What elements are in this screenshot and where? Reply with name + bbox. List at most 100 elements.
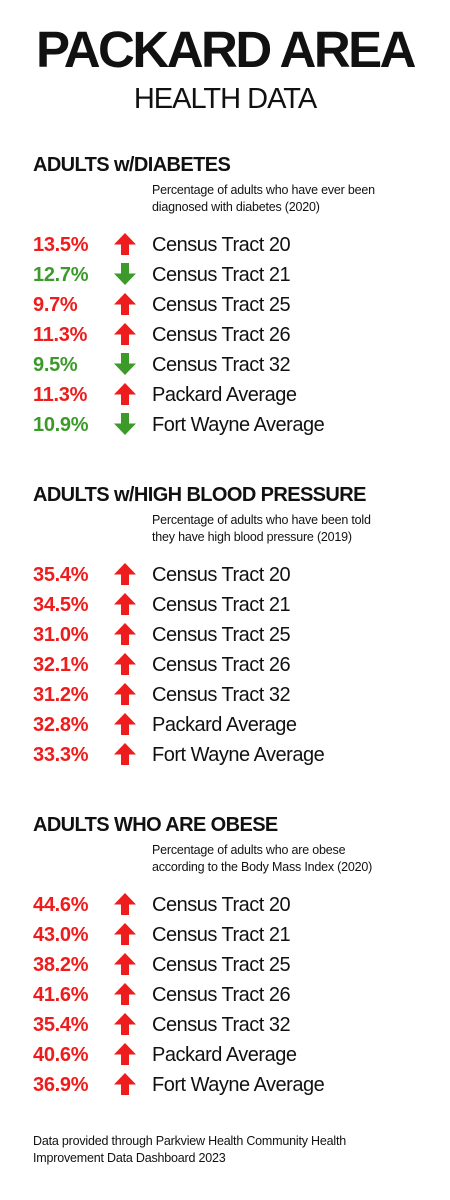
stat-value: 12.7% [33,264,89,286]
up-arrow-icon [113,892,137,916]
up-arrow-icon [113,1012,137,1036]
up-arrow-icon [113,232,137,256]
stat-value: 34.5% [33,594,89,616]
up-arrow-icon [113,1072,137,1096]
stat-value: 44.6% [33,894,89,916]
stat-value: 36.9% [33,1074,89,1096]
up-arrow-icon [113,712,137,736]
stat-label: Census Tract 21 [152,264,291,286]
up-arrow-icon [113,952,137,976]
stat-row: 32.8% Packard Average [0,710,450,740]
up-arrow-icon [113,1042,137,1066]
up-arrow-icon [113,592,137,616]
stat-row: 10.9% Fort Wayne Average [0,410,450,440]
section-description-line: Percentage of adults who are obese [152,843,346,857]
stat-label: Census Tract 32 [152,354,291,376]
down-arrow-icon [113,352,137,376]
page-subtitle: HEALTH DATA [133,83,317,115]
page-title: PACKARD AREA [36,21,417,78]
stat-value: 33.3% [33,744,89,766]
stat-label: Census Tract 32 [152,1014,291,1036]
stat-row: 44.6% Census Tract 20 [0,890,450,920]
stat-label: Census Tract 26 [152,654,291,676]
stat-row: 11.3% Census Tract 26 [0,320,450,350]
up-arrow-icon [113,322,137,346]
footer-line: Data provided through Parkview Health Co… [33,1134,346,1148]
up-arrow-icon [113,742,137,766]
stat-label: Packard Average [152,714,297,736]
stat-row: 36.9% Fort Wayne Average [0,1070,450,1100]
stat-label: Fort Wayne Average [152,414,325,436]
section-description: Percentage of adults who are obese accord… [152,842,432,876]
stat-value: 40.6% [33,1044,89,1066]
stat-row: 12.7% Census Tract 21 [0,260,450,290]
stat-label: Census Tract 32 [152,684,291,706]
stat-row: 33.3% Fort Wayne Average [0,740,450,770]
stat-value: 35.4% [33,1014,89,1036]
section-description: Percentage of adults who have ever been d… [152,182,432,216]
stat-label: Census Tract 21 [152,594,291,616]
stat-value: 31.2% [33,684,89,706]
up-arrow-icon [113,922,137,946]
stat-label: Packard Average [152,1044,297,1066]
stat-row: 31.0% Census Tract 25 [0,620,450,650]
up-arrow-icon [113,292,137,316]
stat-label: Census Tract 25 [152,294,291,316]
section-heading: ADULTS WHO ARE OBESE [33,814,278,836]
section-heading: ADULTS w/DIABETES [33,154,231,176]
stat-label: Census Tract 20 [152,894,291,916]
stat-label: Census Tract 25 [152,954,291,976]
stat-label: Census Tract 25 [152,624,291,646]
section-description-line: Percentage of adults who have been told [152,513,371,527]
up-arrow-icon [113,562,137,586]
stat-value: 9.5% [33,354,78,376]
stat-label: Packard Average [152,384,297,406]
stat-label: Census Tract 21 [152,924,291,946]
footer-line: Improvement Data Dashboard 2023 [33,1151,226,1165]
stat-row: 41.6% Census Tract 26 [0,980,450,1010]
stat-value: 41.6% [33,984,89,1006]
footer-source-note: Data provided through Parkview Health Co… [33,1133,433,1167]
stat-value: 11.3% [33,324,88,346]
stat-row: 13.5% Census Tract 20 [0,230,450,260]
up-arrow-icon [113,382,137,406]
stat-value: 9.7% [33,294,78,316]
down-arrow-icon [113,412,137,436]
section-heading: ADULTS w/HIGH BLOOD PRESSURE [33,484,366,506]
stat-row: 35.4% Census Tract 32 [0,1010,450,1040]
stat-value: 38.2% [33,954,89,976]
stat-value: 10.9% [33,414,89,436]
section-description-line: Percentage of adults who have ever been [152,183,375,197]
up-arrow-icon [113,982,137,1006]
stat-label: Census Tract 20 [152,234,291,256]
stat-row: 9.5% Census Tract 32 [0,350,450,380]
stat-row: 35.4% Census Tract 20 [0,560,450,590]
stat-row: 38.2% Census Tract 25 [0,950,450,980]
section-description-line: diagnosed with diabetes (2020) [152,200,320,214]
stat-row: 32.1% Census Tract 26 [0,650,450,680]
stat-label: Fort Wayne Average [152,744,325,766]
section-description-line: they have high blood pressure (2019) [152,530,352,544]
stat-value: 31.0% [33,624,89,646]
stat-label: Census Tract 20 [152,564,291,586]
stat-value: 43.0% [33,924,89,946]
stat-label: Census Tract 26 [152,984,291,1006]
stat-row: 31.2% Census Tract 32 [0,680,450,710]
stat-label: Census Tract 26 [152,324,291,346]
up-arrow-icon [113,652,137,676]
stat-value: 32.8% [33,714,89,736]
up-arrow-icon [113,682,137,706]
down-arrow-icon [113,262,137,286]
stat-value: 13.5% [33,234,89,256]
stat-row: 9.7% Census Tract 25 [0,290,450,320]
stat-row: 43.0% Census Tract 21 [0,920,450,950]
stat-row: 40.6% Packard Average [0,1040,450,1070]
section-description: Percentage of adults who have been told t… [152,512,432,546]
stat-row: 11.3% Packard Average [0,380,450,410]
section-description-line: according to the Body Mass Index (2020) [152,860,373,874]
stat-label: Fort Wayne Average [152,1074,325,1096]
stat-value: 11.3% [33,384,88,406]
up-arrow-icon [113,622,137,646]
stat-value: 32.1% [33,654,89,676]
stat-row: 34.5% Census Tract 21 [0,590,450,620]
